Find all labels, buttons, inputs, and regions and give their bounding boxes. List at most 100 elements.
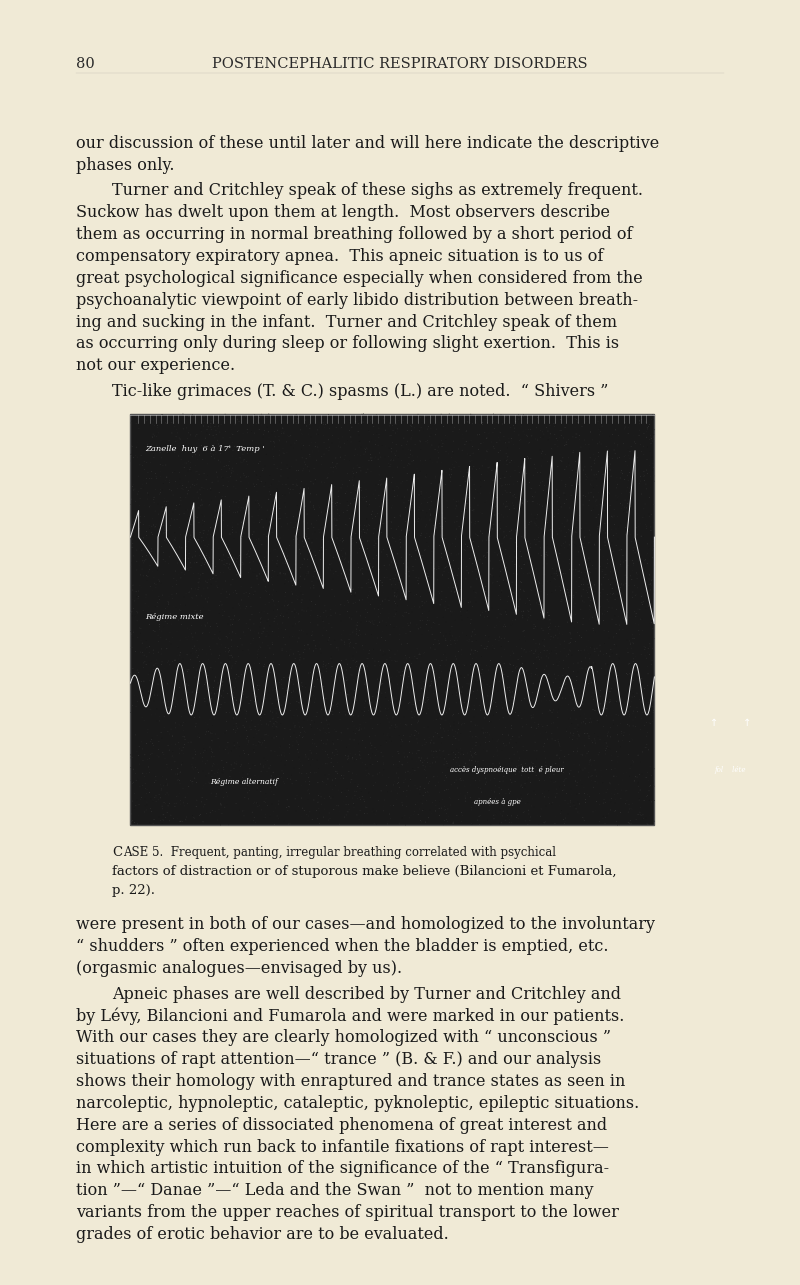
Point: [433, 483, 446, 504]
Point: [373, 443, 386, 464]
Point: [553, 651, 566, 672]
Point: [614, 468, 626, 488]
Point: [436, 502, 449, 523]
Point: [173, 813, 186, 834]
Point: [346, 461, 358, 482]
Point: [646, 618, 659, 639]
Point: [578, 745, 591, 766]
Point: [517, 672, 530, 693]
Point: [192, 495, 205, 515]
Point: [285, 434, 298, 455]
Point: [534, 642, 546, 663]
Point: [359, 677, 372, 698]
Point: [589, 407, 602, 428]
Point: [267, 644, 280, 664]
Point: [329, 456, 342, 477]
Point: [630, 465, 643, 486]
Point: [529, 411, 542, 432]
Point: [390, 695, 403, 716]
Point: [218, 554, 230, 574]
Point: [594, 694, 607, 714]
Point: [293, 504, 306, 524]
Point: [170, 598, 182, 618]
Point: [326, 492, 338, 513]
Point: [421, 532, 434, 553]
Point: [206, 702, 219, 722]
Point: [183, 459, 196, 479]
Point: [267, 772, 280, 793]
Point: [167, 747, 180, 767]
Point: [514, 756, 527, 776]
Point: [131, 686, 144, 707]
Point: [520, 425, 533, 446]
Point: [302, 789, 314, 810]
Point: [590, 801, 602, 821]
Point: [168, 541, 181, 562]
Point: [367, 416, 380, 437]
Point: [349, 438, 362, 459]
Point: [480, 639, 493, 659]
Point: [242, 775, 254, 795]
Point: [455, 802, 468, 822]
Point: [170, 538, 182, 559]
Point: [554, 641, 567, 662]
Point: [131, 483, 144, 504]
Point: [208, 684, 221, 704]
Point: [138, 405, 151, 425]
Point: [341, 699, 354, 720]
Point: [450, 493, 463, 514]
Point: [576, 745, 589, 766]
Point: [158, 723, 170, 744]
Point: [518, 749, 531, 770]
Point: [589, 495, 602, 515]
Point: [498, 506, 510, 527]
Point: [258, 745, 270, 766]
Point: [427, 711, 440, 731]
Point: [130, 510, 142, 531]
Point: [515, 732, 528, 753]
Point: [422, 487, 435, 508]
Point: [242, 546, 255, 567]
Point: [586, 732, 599, 753]
Point: [558, 631, 571, 651]
Point: [546, 801, 559, 821]
Point: [140, 585, 153, 605]
Point: [216, 468, 229, 488]
Point: [353, 744, 366, 765]
Point: [537, 813, 550, 834]
Point: [600, 666, 613, 686]
Point: [401, 780, 414, 801]
Point: [161, 653, 174, 673]
Point: [542, 637, 555, 658]
Point: [605, 788, 618, 808]
Point: [632, 776, 645, 797]
Point: [177, 403, 190, 424]
Point: [461, 474, 474, 495]
Point: [646, 547, 659, 568]
Point: [415, 748, 428, 768]
Point: [626, 425, 639, 446]
Point: [432, 442, 445, 463]
Point: [530, 535, 542, 555]
Point: [538, 636, 551, 657]
Point: [542, 479, 555, 500]
Point: [610, 478, 623, 499]
Point: [246, 604, 258, 625]
Point: [626, 582, 639, 603]
Point: [417, 756, 430, 776]
Point: [336, 780, 349, 801]
Point: [604, 574, 617, 595]
Point: [564, 722, 577, 743]
Point: [402, 761, 414, 781]
Point: [247, 793, 260, 813]
Point: [279, 591, 292, 612]
Point: [227, 708, 240, 729]
Point: [400, 601, 413, 622]
Point: [254, 676, 266, 696]
Point: [318, 595, 331, 616]
Point: [286, 536, 299, 556]
Point: [390, 587, 403, 608]
Point: [298, 499, 310, 519]
Point: [647, 532, 660, 553]
Point: [486, 598, 498, 618]
